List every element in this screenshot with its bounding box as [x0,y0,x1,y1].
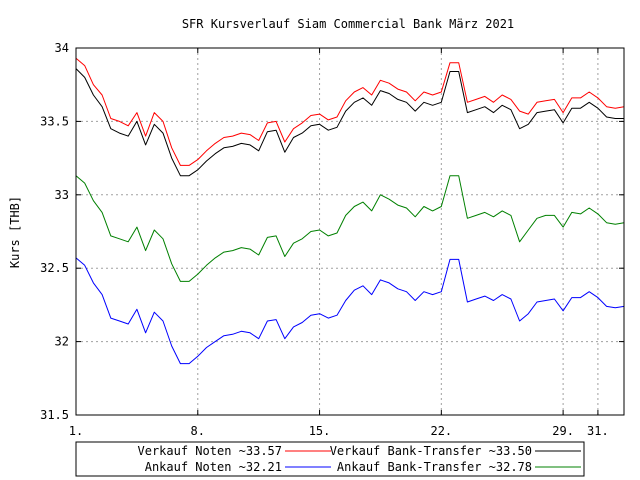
y-axis-label: Kurs [THB] [8,196,22,268]
series-lines [75,57,625,365]
grid-lines [76,48,624,415]
y-tick-label: 33 [55,188,69,202]
x-tick-label: 1. [69,424,83,438]
series-line-2 [75,257,625,365]
legend-label: Ankauf Bank-Transfer ~32.78 [337,460,532,474]
plot-frame [75,47,625,416]
x-tick-label: 22. [430,424,452,438]
series-line-3 [75,175,625,282]
y-tick-label: 33.5 [40,114,69,128]
series-line-1 [75,68,624,177]
y-tick-label: 31.5 [40,408,69,422]
x-tick-label: 8. [191,424,205,438]
legend-label: Verkauf Bank-Transfer ~33.50 [330,444,532,458]
x-tick-label: 29. [552,424,574,438]
y-tick-label: 32 [55,335,69,349]
legend-label: Verkauf Noten ~33.57 [138,444,283,458]
y-tick-label: 34 [55,41,69,55]
x-tick-label: 15. [309,424,331,438]
chart-title: SFR Kursverlauf Siam Commercial Bank Mär… [182,17,514,31]
legend: Verkauf Noten ~33.57 Verkauf Bank-Transfe… [75,441,585,477]
legend-box [75,441,585,477]
x-tick-label: 31. [587,424,609,438]
y-tick-label: 32.5 [40,261,69,275]
y-axis-ticks: 31.5 32 32.5 33 33.5 34 [40,41,624,422]
legend-label: Ankauf Noten ~32.21 [145,460,282,474]
x-axis-ticks: 1. 8. 15. 22. 29. 31. [69,48,609,438]
series-line-0 [75,57,625,166]
